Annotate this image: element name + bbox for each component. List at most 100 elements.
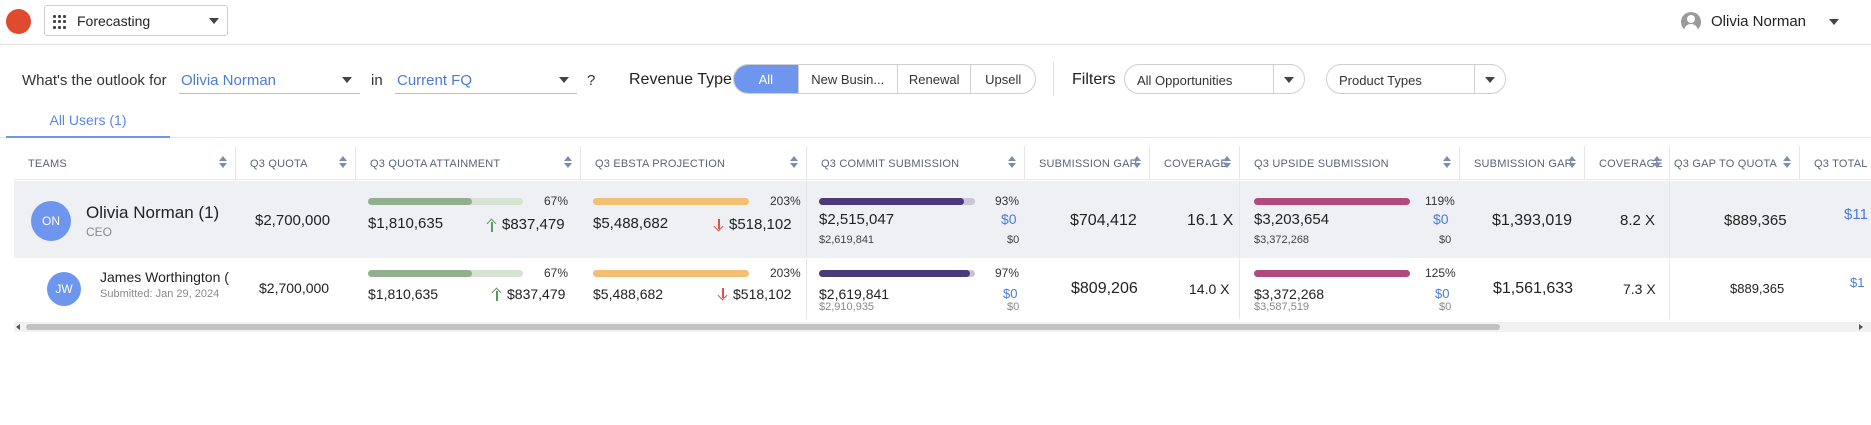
column-header-label: Q3 GAP TO QUOTA xyxy=(1674,158,1778,170)
column-header-label: Q3 QUOTA xyxy=(250,158,308,170)
attainment-delta: $837,479 xyxy=(507,286,566,302)
column-header-gap-to-quota[interactable]: Q3 GAP TO QUOTA xyxy=(1669,146,1799,180)
avatar[interactable]: ON xyxy=(31,201,71,241)
sort-icon[interactable] xyxy=(1223,156,1231,170)
column-header-ebsta-projection[interactable]: Q3 EBSTA PROJECTION xyxy=(580,146,806,180)
revenue-type-option-renewal[interactable]: Renewal xyxy=(896,65,971,93)
team-member-role: CEO xyxy=(86,225,113,239)
commit-percent: 97% xyxy=(995,266,1020,280)
period-value: Current FQ xyxy=(397,72,473,89)
user-name: Olivia Norman xyxy=(1711,13,1807,30)
upside-value: $3,203,654 xyxy=(1254,211,1330,228)
sort-icon[interactable] xyxy=(1653,156,1661,170)
sort-icon[interactable] xyxy=(1783,156,1791,170)
opportunities-dropdown[interactable]: All Opportunities xyxy=(1124,64,1305,94)
product-types-dropdown[interactable]: Product Types xyxy=(1326,64,1506,94)
table-row[interactable]: ON Olivia Norman (1) CEO $2,700,000 67% … xyxy=(14,181,1871,258)
sort-icon[interactable] xyxy=(339,156,347,170)
team-member-name[interactable]: Olivia Norman (1) xyxy=(86,203,220,222)
commit-progress-fill xyxy=(819,270,971,277)
column-header-label: SUBMISSION GAP xyxy=(1039,158,1138,170)
column-header-teams[interactable]: TEAMS xyxy=(14,146,235,180)
tab-all-users[interactable]: All Users (1) xyxy=(6,108,170,138)
upside-sub-value: $3,587,519 xyxy=(1254,301,1310,313)
sort-icon[interactable] xyxy=(790,156,798,170)
revenue-type-toggle: All New Busin... Renewal Upsell xyxy=(733,64,1036,94)
submission-gap-value: $704,412 xyxy=(1070,212,1137,229)
gap-to-quota-value: $889,365 xyxy=(1724,212,1787,229)
app-name: Forecasting xyxy=(77,13,151,29)
scroll-left-arrow-icon[interactable] xyxy=(16,324,20,330)
column-header-quota[interactable]: Q3 QUOTA xyxy=(235,146,355,180)
commit-delta[interactable]: $0 xyxy=(1003,286,1018,301)
upside-delta[interactable]: $0 xyxy=(1435,286,1450,301)
table-row[interactable]: JW James Worthington ( Submitted: Jan 29… xyxy=(14,259,1871,319)
coverage-value: 16.1 X xyxy=(1187,212,1234,229)
total-value[interactable]: $1 xyxy=(1850,275,1865,290)
sort-icon[interactable] xyxy=(1443,156,1451,170)
sort-icon[interactable] xyxy=(219,156,227,170)
commit-value: $2,515,047 xyxy=(819,211,895,228)
column-header-quota-attainment[interactable]: Q3 QUOTA ATTAINMENT xyxy=(355,146,580,180)
submission-date: Submitted: Jan 29, 2024 xyxy=(100,288,220,300)
revenue-type-label: Revenue Type xyxy=(629,71,732,88)
column-header-commit-submission[interactable]: Q3 COMMIT SUBMISSION xyxy=(806,146,1024,180)
column-header-label: COVERAGE xyxy=(1164,158,1228,170)
product-types-value: Product Types xyxy=(1339,73,1422,88)
attainment-progress-fill xyxy=(368,198,472,205)
attainment-progress-bar xyxy=(368,198,523,205)
arrow-up-icon xyxy=(492,289,502,301)
ebsta-delta: $518,102 xyxy=(729,216,792,233)
column-header-label: Q3 EBSTA PROJECTION xyxy=(595,158,726,170)
tab-all-users-label: All Users (1) xyxy=(49,112,127,128)
avatar[interactable]: JW xyxy=(47,272,81,306)
outlook-user-select[interactable]: Olivia Norman xyxy=(179,64,360,94)
ebsta-delta: $518,102 xyxy=(733,286,792,302)
attainment-progress-bar xyxy=(368,270,523,277)
dropdown-divider xyxy=(1474,65,1475,93)
revenue-type-option-upsell[interactable]: Upsell xyxy=(970,65,1035,93)
quota-value: $2,700,000 xyxy=(255,212,331,229)
column-header-total[interactable]: Q3 TOTAL xyxy=(1799,146,1871,180)
user-avatar-icon xyxy=(1681,12,1701,32)
column-header-upside-submission[interactable]: Q3 UPSIDE SUBMISSION xyxy=(1239,146,1459,180)
column-divider xyxy=(1239,259,1240,319)
column-header-submission-gap-2[interactable]: SUBMISSION GAP xyxy=(1459,146,1584,180)
sort-icon[interactable] xyxy=(564,156,572,170)
column-divider xyxy=(806,259,807,319)
sort-icon[interactable] xyxy=(1133,156,1141,170)
ebsta-value: $5,488,682 xyxy=(593,215,669,232)
sort-icon[interactable] xyxy=(1008,156,1016,170)
period-select[interactable]: Current FQ xyxy=(395,64,577,94)
commit-delta[interactable]: $0 xyxy=(1001,211,1017,227)
upside-percent: 119% xyxy=(1425,194,1455,208)
scroll-right-arrow-icon[interactable] xyxy=(1859,324,1863,330)
column-header-coverage-2[interactable]: COVERAGE xyxy=(1584,146,1669,180)
column-header-label: Q3 TOTAL xyxy=(1814,158,1868,170)
team-member-name[interactable]: James Worthington ( xyxy=(100,269,229,285)
filters-label: Filters xyxy=(1072,71,1116,88)
ebsta-percent: 203% xyxy=(770,266,801,280)
column-header-submission-gap[interactable]: SUBMISSION GAP xyxy=(1024,146,1149,180)
app-switcher[interactable]: Forecasting xyxy=(44,5,228,36)
apps-grid-icon xyxy=(53,15,67,29)
attainment-progress-fill xyxy=(368,270,472,277)
column-header-coverage[interactable]: COVERAGE xyxy=(1149,146,1239,180)
revenue-type-option-new-business[interactable]: New Busin... xyxy=(797,65,897,93)
forecast-table: TEAMS Q3 QUOTA Q3 QUOTA ATTAINMENT Q3 EB… xyxy=(14,146,1871,334)
ebsta-percent: 203% xyxy=(770,194,801,208)
upside-sub-delta: $0 xyxy=(1439,234,1452,246)
horizontal-scrollbar[interactable] xyxy=(14,322,1871,332)
chevron-down-icon xyxy=(1284,77,1294,83)
total-value[interactable]: $11 xyxy=(1844,206,1868,223)
scrollbar-thumb[interactable] xyxy=(26,324,1500,330)
attainment-percent: 67% xyxy=(544,266,569,280)
submission-gap-2-value: $1,393,019 xyxy=(1492,212,1573,229)
upside-delta[interactable]: $0 xyxy=(1433,211,1449,227)
app-logo-icon[interactable] xyxy=(6,9,31,34)
revenue-type-option-all[interactable]: All xyxy=(734,65,798,93)
chevron-down-icon xyxy=(209,18,219,24)
user-menu[interactable]: Olivia Norman xyxy=(1681,8,1851,34)
sort-icon[interactable] xyxy=(1568,156,1576,170)
commit-sub-delta: $0 xyxy=(1007,301,1020,313)
